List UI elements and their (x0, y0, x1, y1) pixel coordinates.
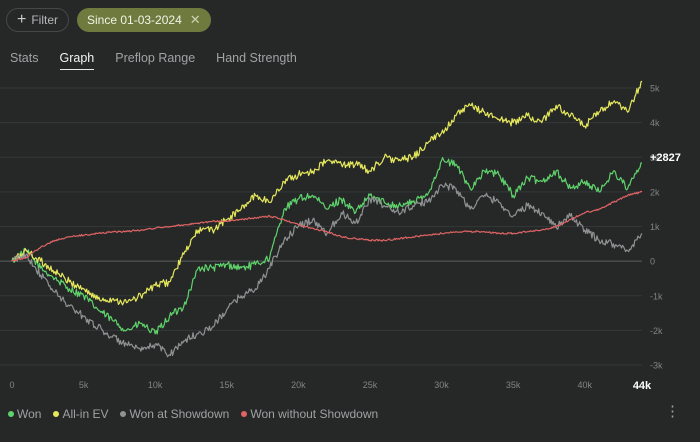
series-line-won (11, 156, 643, 335)
x-tick-label: 10k (148, 380, 163, 390)
legend-label: Won at Showdown (129, 407, 230, 421)
y-tick-label: 3k (650, 153, 660, 163)
legend-label: All-in EV (62, 407, 109, 421)
legend-item-won[interactable]: Won (8, 407, 41, 421)
y-tick-label: -2k (650, 326, 663, 336)
legend-label: Won without Showdown (250, 407, 379, 421)
y-tick-label: -3k (650, 361, 663, 371)
legend-item-won-without-showdown[interactable]: Won without Showdown (241, 407, 378, 421)
legend-item-won-at-showdown[interactable]: Won at Showdown (120, 407, 229, 421)
y-tick-label: 0 (650, 257, 655, 267)
legend-label: Won (17, 407, 42, 421)
legend-dot (53, 411, 60, 417)
tab-graph[interactable]: Graph (59, 51, 95, 70)
legend-item-all-in-ev[interactable]: All-in EV (53, 407, 108, 421)
x-tick-label: 30k (434, 380, 449, 390)
series-line-all-in-ev (11, 80, 643, 306)
x-tick-label: 0 (9, 380, 14, 390)
x-tick-label: 15k (220, 380, 235, 390)
y-tick-label: 5k (650, 84, 660, 94)
y-tick-label: -1k (650, 291, 663, 301)
x-tick-label: 25k (363, 380, 378, 390)
close-icon[interactable]: ✕ (189, 12, 201, 27)
legend-dot (120, 411, 127, 417)
more-options-icon[interactable]: ⋮ (665, 403, 680, 420)
x-tick-label: 35k (506, 380, 521, 390)
tab-preflop-range[interactable]: Preflop Range (115, 51, 196, 65)
plus-icon: + (17, 11, 27, 28)
x-tick-label: 40k (577, 380, 592, 390)
chart-legend: Won All-in EV Won at Showdown Won withou… (8, 407, 378, 421)
tab-bar: Stats Graph Preflop Range Hand Strength (10, 51, 297, 70)
filter-button[interactable]: + Filter (6, 8, 70, 32)
date-filter-chip[interactable]: Since 01-03-2024 ✕ (77, 8, 211, 32)
tab-stats[interactable]: Stats (10, 51, 39, 65)
end-value-label: +2827 (650, 152, 681, 164)
x-tick-label: 20k (291, 380, 306, 390)
y-tick-label: 1k (650, 222, 660, 232)
legend-dot (241, 411, 248, 417)
date-chip-label: Since 01-03-2024 (87, 13, 182, 27)
y-tick-label: 4k (650, 118, 660, 128)
y-tick-label: 2k (650, 187, 660, 197)
series-line-won-without-showdown (11, 190, 643, 262)
results-chart: 5k 4k 3k 2k 1k 0 -1k -2k -3k 0 5k 10k 15k 20k 25k 30k 35… (0, 80, 681, 392)
filter-label: Filter (31, 13, 59, 27)
x-tick-label: 5k (79, 380, 89, 390)
series-line-won-at-showdown (11, 182, 643, 358)
tab-hand-strength[interactable]: Hand Strength (216, 51, 297, 65)
legend-dot (8, 411, 14, 417)
x-end-label: 44k (633, 380, 652, 392)
